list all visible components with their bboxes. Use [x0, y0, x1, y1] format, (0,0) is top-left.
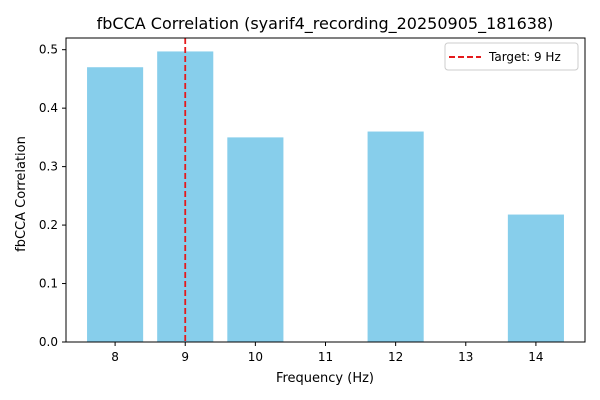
legend: Target: 9 Hz [444, 42, 579, 71]
y-tick-label-0.2: 0.2 [39, 218, 58, 232]
y-axis-label: fbCCA Correlation [14, 136, 29, 252]
bars [87, 51, 564, 342]
bar-10 [227, 137, 284, 342]
x-axis-label: Frequency (Hz) [276, 371, 374, 386]
y-tick-label-0.0: 0.0 [39, 335, 58, 349]
x-tick-label-9: 9 [181, 350, 189, 364]
plot-frame [65, 37, 586, 343]
y-tick-label-0.1: 0.1 [39, 277, 58, 291]
x-tick-label-11: 11 [318, 350, 333, 364]
bar-8 [87, 67, 144, 342]
x-tick-label-10: 10 [248, 350, 263, 364]
x-tick-label-13: 13 [458, 350, 473, 364]
plot-area [65, 37, 586, 343]
legend-box [444, 42, 579, 71]
chart-title: fbCCA Correlation (syarif4_recording_202… [97, 14, 554, 34]
y-axis: 0.0 0.1 0.2 0.3 0.4 0.5 [39, 43, 66, 349]
x-tick-label-14: 14 [528, 350, 543, 364]
bar-12 [367, 131, 424, 342]
y-tick-label-0.5: 0.5 [39, 43, 58, 57]
x-tick-label-8: 8 [111, 350, 119, 364]
bar-14 [507, 214, 564, 342]
y-tick-label-0.3: 0.3 [39, 160, 58, 174]
y-tick-label-0.4: 0.4 [39, 101, 58, 115]
x-tick-label-12: 12 [388, 350, 403, 364]
legend-target-label: Target: 9 Hz [488, 50, 561, 64]
x-axis: 8 9 10 11 12 13 14 [111, 342, 544, 364]
